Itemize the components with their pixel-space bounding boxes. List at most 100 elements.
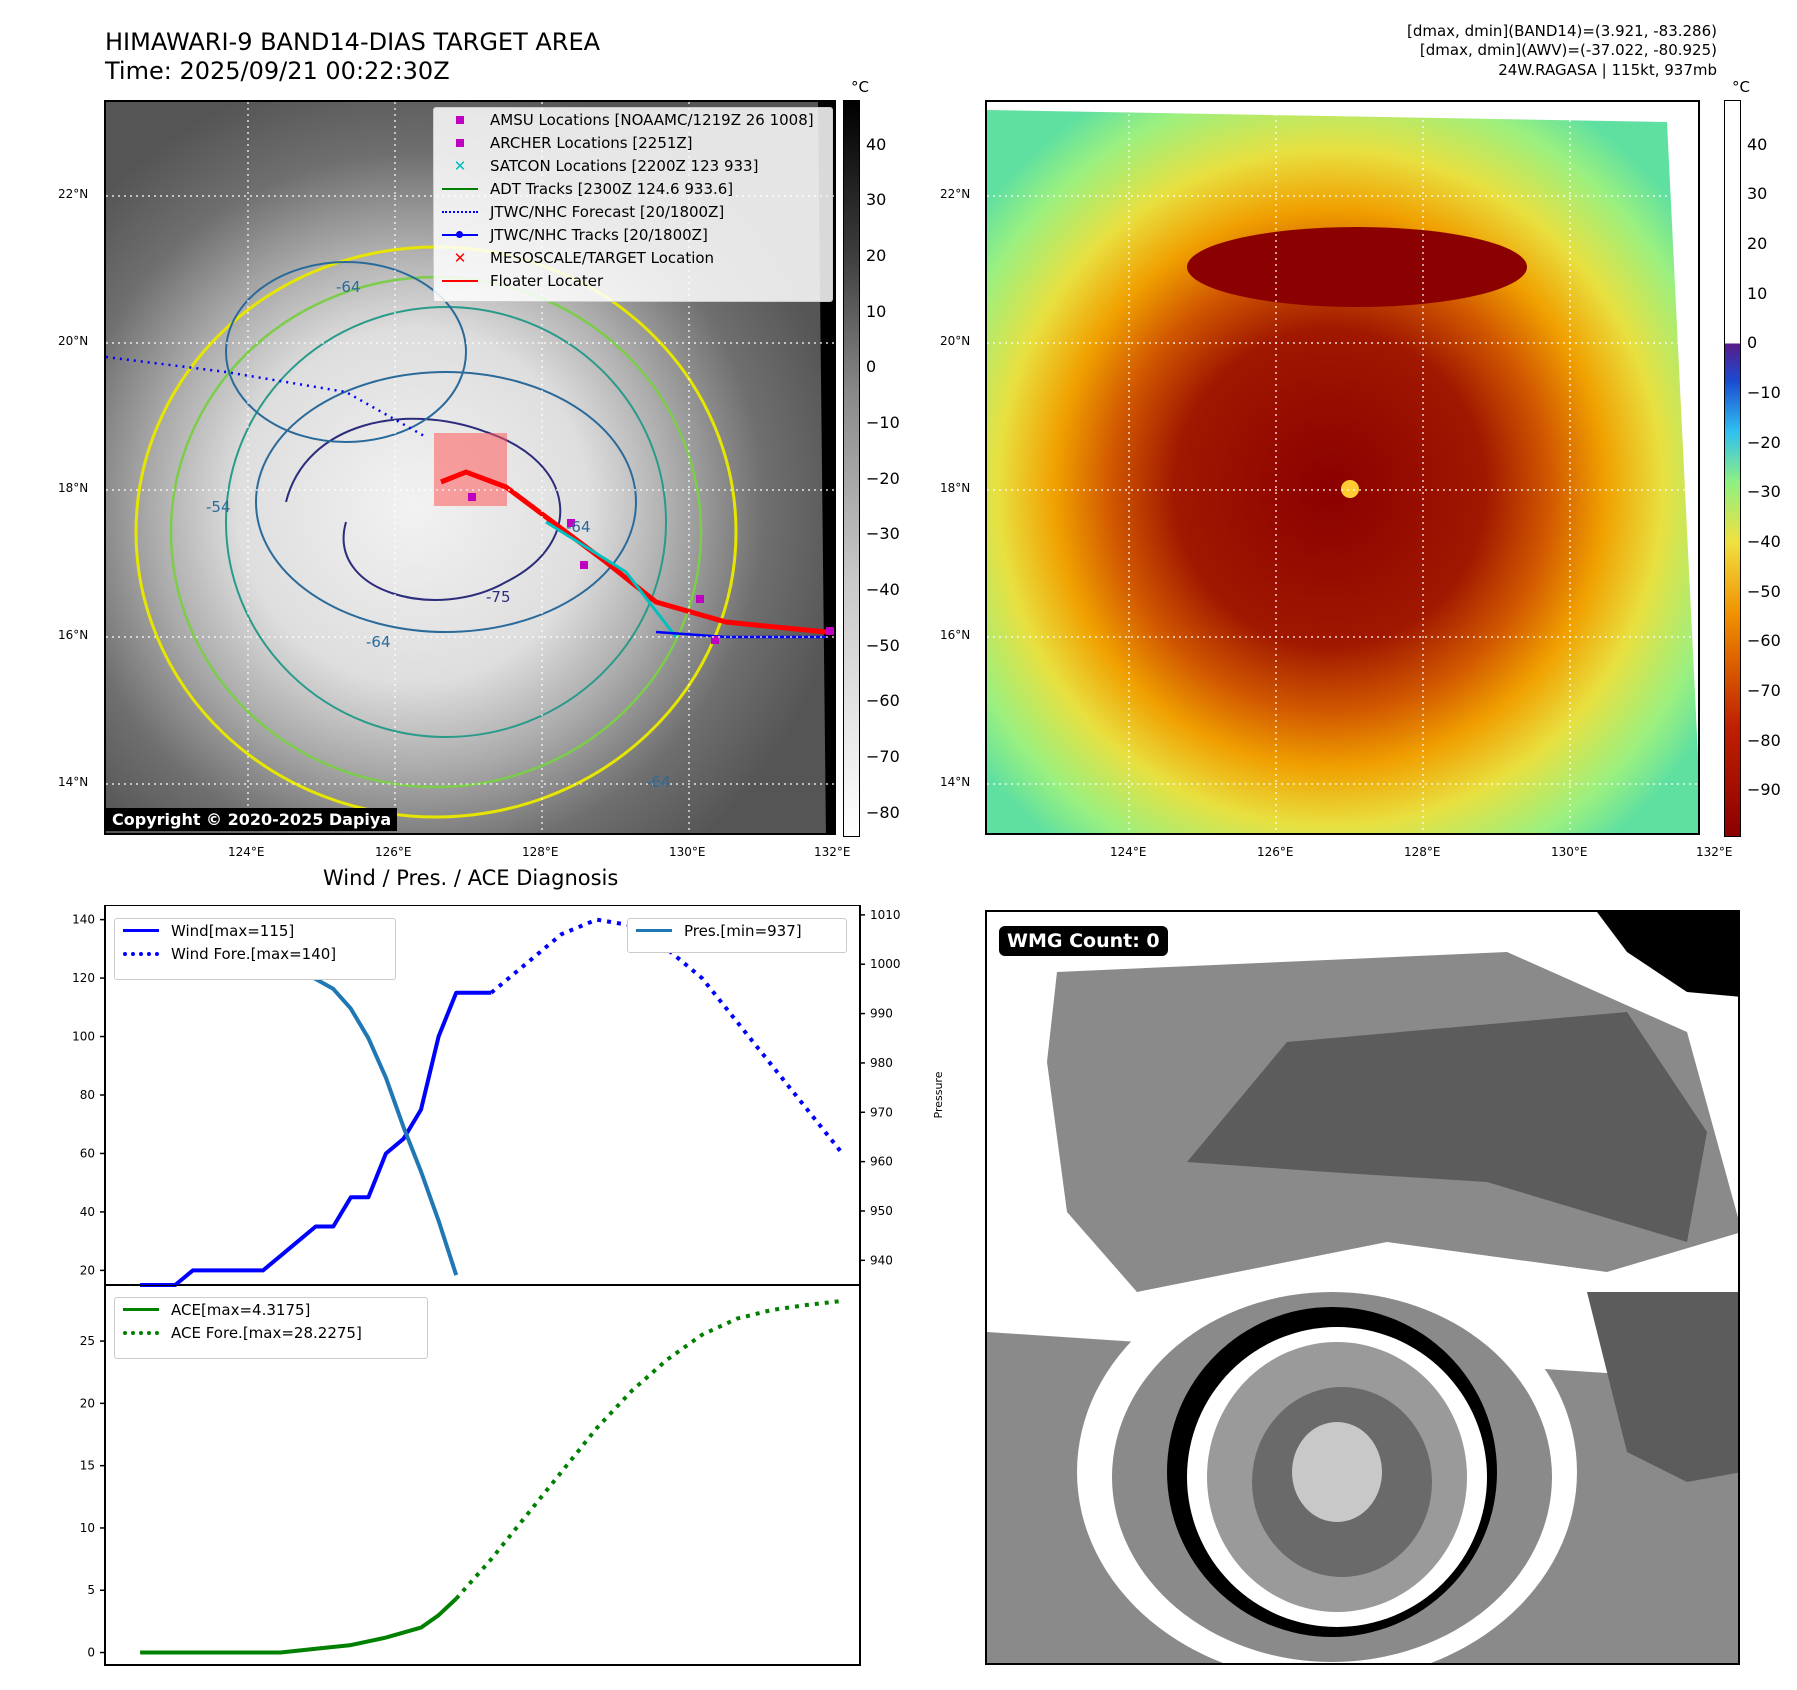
colorbar-tick: −40 — [1747, 531, 1781, 551]
contour-label: -64 — [566, 518, 591, 536]
ace-legend: ACE[max=4.3175] ACE Fore.[max=28.2275] — [114, 1297, 428, 1359]
contour-label: -54 — [206, 498, 231, 516]
figure-title: HIMAWARI-9 BAND14-DIAS TARGET AREA — [105, 28, 601, 56]
lon-label: 128°E — [1404, 845, 1441, 859]
y2-tick-label: 1000 — [870, 957, 901, 971]
y2-tick-label: 940 — [870, 1253, 893, 1267]
legend-ace: ACE[max=4.3175] — [115, 1298, 427, 1321]
lat-label: 22°N — [58, 187, 89, 201]
lon-label: 126°E — [375, 845, 412, 859]
legend-mesoscale: ✕ MESOSCALE/TARGET Location — [453, 248, 715, 267]
map-legend: AMSU Locations [NOAAMC/1219Z 26 1008] AR… — [433, 107, 833, 302]
series-line — [454, 1298, 843, 1601]
colorbar-unit: °C — [1732, 78, 1750, 96]
lon-label: 126°E — [1257, 845, 1294, 859]
lon-label: 132°E — [1696, 845, 1733, 859]
awv-map-image — [987, 102, 1698, 833]
lat-label: 14°N — [940, 775, 971, 789]
colorbar-tick: −10 — [866, 412, 900, 432]
wind-legend: Wind[max=115] Wind Fore.[max=140] — [114, 918, 396, 980]
y-tick-label: 60 — [80, 1146, 95, 1160]
lon-label: 128°E — [522, 845, 559, 859]
y-tick-label: 25 — [80, 1334, 95, 1348]
band14-map: -64 -64 -64 -54 -64 -75 AMSU Locations [… — [104, 100, 836, 835]
y2-tick-label: 950 — [870, 1204, 893, 1218]
meta-storm: 24W.RAGASA | 115kt, 937mb — [1498, 61, 1717, 79]
y2-tick-label: 990 — [870, 1007, 893, 1021]
y2-tick-label: 960 — [870, 1155, 893, 1169]
meta-band14: [dmax, dmin](BAND14)=(3.921, -83.286) — [1406, 22, 1717, 40]
wmg-count-badge: WMG Count: 0 — [999, 926, 1168, 956]
y2-tick-label: 970 — [870, 1105, 893, 1119]
contour-label: -75 — [486, 588, 511, 606]
y2-tick-label: 1010 — [870, 908, 901, 922]
legend-floater: Floater Locater — [434, 269, 832, 292]
legend-ace-forecast: ACE Fore.[max=28.2275] — [115, 1321, 427, 1344]
contour-label: -64 — [366, 633, 391, 651]
y-tick-label: 0 — [87, 1646, 95, 1660]
legend-jtwc-forecast: JTWC/NHC Forecast [20/1800Z] — [434, 200, 832, 223]
legend-wind-forecast: Wind Fore.[max=140] — [115, 942, 395, 965]
colorbar-tick: −70 — [1747, 680, 1781, 700]
wmg-image — [987, 912, 1738, 1663]
y-tick-label: 10 — [80, 1521, 95, 1535]
y-tick-label: 20 — [80, 1263, 95, 1277]
legend-satcon: ✕ SATCON Locations [2200Z 123 933] — [453, 156, 759, 175]
copyright-label: Copyright © 2020-2025 Dapiya — [106, 808, 398, 831]
lon-label: 130°E — [669, 845, 706, 859]
wmg-panel: WMG Count: 0 — [985, 910, 1740, 1665]
colorbar-tick: 10 — [1747, 283, 1768, 303]
colorbar-tick: −20 — [866, 468, 900, 488]
colorbar-unit: °C — [851, 78, 869, 96]
legend-amsu: AMSU Locations [NOAAMC/1219Z 26 1008] — [434, 108, 832, 131]
lat-label: 22°N — [940, 187, 971, 201]
plot-frame — [104, 1285, 861, 1666]
y-tick-label: 15 — [80, 1459, 95, 1473]
y-tick-label: 40 — [80, 1205, 95, 1219]
lat-label: 20°N — [58, 334, 89, 348]
lon-label: 132°E — [814, 845, 851, 859]
series-line — [490, 917, 844, 1155]
colorbar-tick: 20 — [866, 245, 887, 265]
colorbar-tick: 40 — [1747, 134, 1768, 154]
colorbar-tick: −30 — [1747, 482, 1781, 502]
colorbar-tick: 0 — [866, 357, 877, 377]
y-tick-label: 140 — [72, 913, 95, 927]
colorbar-tick: −20 — [1747, 432, 1781, 452]
y-tick-label: 100 — [72, 1030, 95, 1044]
colorbar-tick: −80 — [866, 802, 900, 822]
legend-jtwc-tracks: JTWC/NHC Tracks [20/1800Z] — [434, 223, 832, 246]
awv-map — [985, 100, 1700, 835]
colorbar-tick: 40 — [866, 134, 887, 154]
colorbar-tick: −50 — [1747, 581, 1781, 601]
colorbar-tick: −60 — [1747, 631, 1781, 651]
y-tick-label: 5 — [87, 1583, 95, 1597]
band14-colorbar — [843, 100, 860, 837]
y-tick-label: 120 — [72, 971, 95, 985]
legend-adt: ADT Tracks [2300Z 124.6 933.6] — [434, 177, 832, 200]
lat-label: 20°N — [940, 334, 971, 348]
lat-label: 18°N — [58, 481, 89, 495]
colorbar-tick: 30 — [1747, 184, 1768, 204]
colorbar-tick: −40 — [866, 580, 900, 599]
colorbar-tick: 30 — [866, 190, 887, 210]
lon-label: 124°E — [1110, 845, 1147, 859]
colorbar-tick: 20 — [1747, 234, 1768, 254]
y2-axis-label: Pressure — [932, 1071, 945, 1118]
legend-archer: ARCHER Locations [2251Z] — [434, 131, 832, 154]
awv-colorbar — [1724, 100, 1741, 837]
series-line — [140, 990, 492, 1287]
colorbar-tick: −60 — [866, 691, 900, 711]
contour-label: -64 — [646, 773, 671, 791]
colorbar-tick: −30 — [866, 524, 900, 544]
lon-label: 130°E — [1551, 845, 1588, 859]
legend-pressure: Pres.[min=937] — [628, 919, 846, 942]
colorbar-tick: 10 — [866, 301, 887, 321]
legend-wind: Wind[max=115] — [115, 919, 395, 942]
meta-awv: [dmax, dmin](AWV)=(-37.022, -80.925) — [1419, 41, 1717, 59]
y2-tick-label: 980 — [870, 1056, 893, 1070]
colorbar-tick: −10 — [1747, 383, 1781, 402]
colorbar-tick: −50 — [866, 635, 900, 655]
lon-label: 124°E — [228, 845, 265, 859]
lat-label: 16°N — [58, 628, 89, 642]
